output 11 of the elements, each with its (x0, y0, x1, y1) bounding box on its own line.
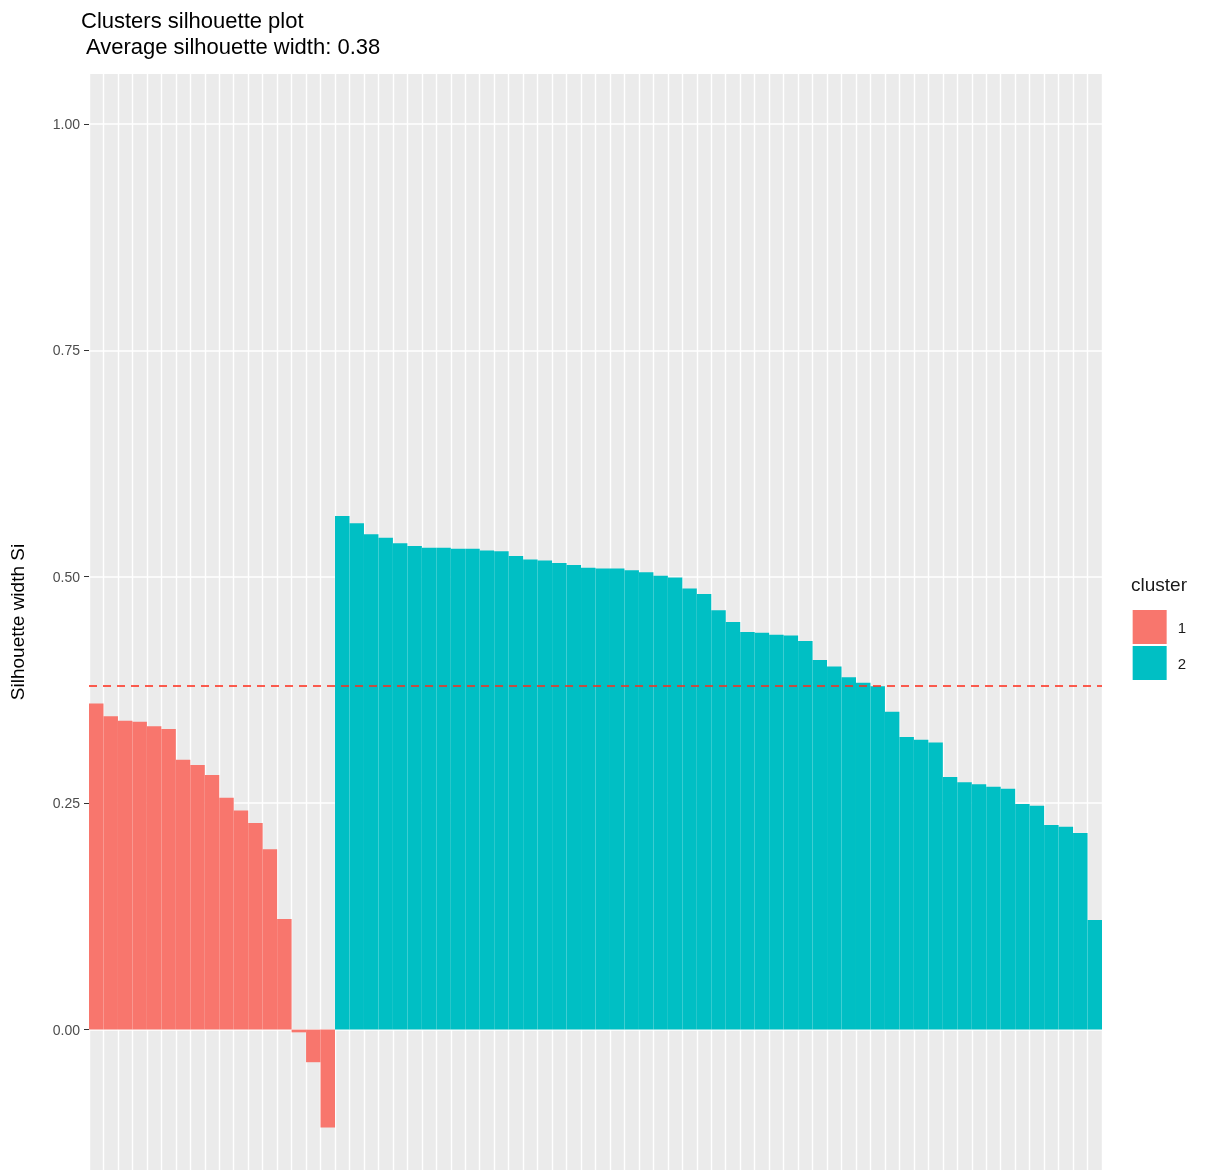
legend-title: cluster (1131, 574, 1188, 595)
chart-subtitle: Average silhouette width: 0.38 (81, 33, 381, 59)
y-tick-label: 0.00 (52, 1021, 81, 1038)
legend-label: 2 (1177, 654, 1186, 672)
chart-title: Clusters silhouette plot (81, 7, 304, 33)
y-tick-label: 0.50 (52, 568, 81, 585)
y-tick-label: 1.00 (52, 115, 81, 132)
y-tick-label: 0.25 (52, 795, 81, 812)
legend-label: 1 (1177, 618, 1186, 636)
y-axis-title: Silhouette width Si (7, 543, 28, 701)
y-tick-label: 0.75 (52, 342, 81, 359)
